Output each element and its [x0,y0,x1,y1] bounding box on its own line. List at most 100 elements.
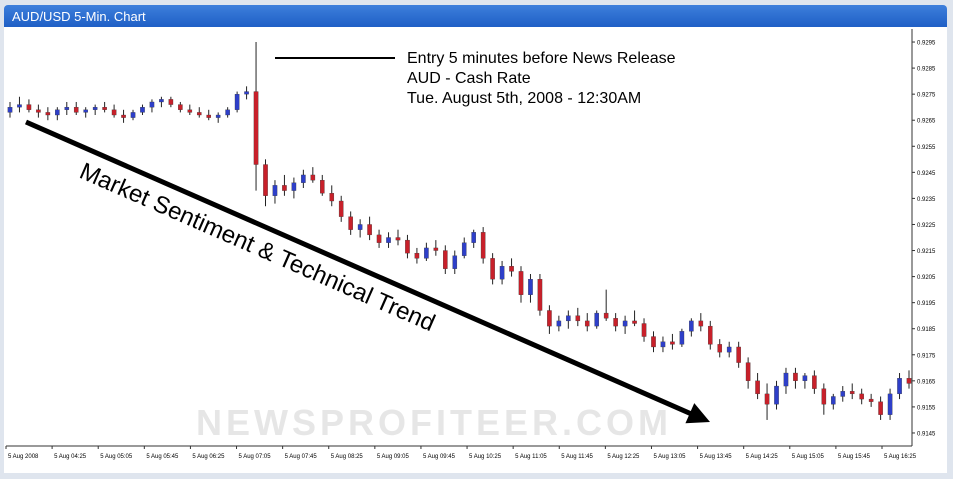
x-tick-label: 5 Aug 09:05 [377,454,410,460]
candle [45,107,51,121]
candle-body [859,393,864,400]
x-tick-label: 5 Aug 11:05 [515,454,547,460]
y-tick-label: 0.9195 [917,301,936,307]
candle [92,104,98,116]
candle [764,383,770,420]
candle [310,167,316,183]
candle [443,245,448,274]
axes-layer: 0.9295 0.9285 0.9275 0.9265 0.9255 0.9245 0.92… [5,29,936,460]
candle [480,227,486,264]
candle [225,107,230,118]
x-tick-label: 5 Aug 12:25 [607,454,640,460]
candle [707,320,713,350]
candle-body [414,252,420,259]
candle-body [244,91,249,95]
candle-body [840,391,846,397]
candle-body [338,200,344,217]
y-tick-label: 0.9165 [917,379,936,385]
candle [793,367,798,389]
candle-body [263,164,268,196]
candle-body [130,112,136,118]
x-tick-label: 5 Aug 07:45 [285,454,318,460]
candle [594,310,599,329]
window-titlebar[interactable]: AUD/USD 5-Min. Chart [4,5,947,27]
trend-arrow-line [24,119,698,419]
y-tick-label: 0.9245 [917,171,936,177]
y-tick-label: 0.9295 [917,41,936,47]
candle [291,177,297,199]
candle [802,373,808,389]
candle [613,313,618,332]
candle [111,104,117,118]
candle [518,266,524,303]
candle [244,86,249,100]
candle-body [272,185,278,196]
candle-body [878,401,883,415]
candle-body [707,325,713,345]
candle [140,104,145,116]
candle-body [641,323,647,337]
candle-body [215,114,221,118]
candle [272,180,278,204]
candle-body [282,185,287,191]
candle [452,250,458,274]
candle-body [159,99,164,103]
candle [670,333,675,350]
candle [471,229,476,248]
candle-body [793,372,798,381]
candle-body [755,380,760,395]
candle-body [73,107,79,113]
candle-body [395,237,401,241]
candle [717,339,723,358]
candle-body [622,320,628,327]
annotation-line: Entry 5 minutes before News Release [407,50,676,67]
candle [632,310,637,327]
candle-body [102,107,107,110]
candle-body [17,104,22,108]
x-tick-label: 5 Aug 15:45 [838,454,871,460]
candle-body [471,232,476,243]
candle [348,211,353,235]
candle [499,260,505,285]
candle-body [736,346,741,363]
candle-body [26,104,32,110]
y-tick-label: 0.9155 [917,405,936,411]
candle-body [386,237,391,243]
candle [263,159,268,207]
candle-body [225,109,230,116]
x-tick-label: 5 Aug 13:05 [653,454,686,460]
candle [622,315,628,334]
candle-body [679,331,685,345]
candle-body [111,109,117,116]
candle [698,313,704,332]
candle [424,242,429,261]
x-tick-label: 5 Aug 05:05 [100,454,133,460]
candle-body [745,362,751,381]
candle [812,370,817,394]
candle-body [178,104,183,110]
y-tick-label: 0.9185 [917,327,936,333]
candle [575,307,581,327]
candle-body [802,375,808,381]
candle [17,96,22,113]
candle [849,383,855,400]
candle [726,341,732,358]
candle [405,234,410,259]
x-tick-label: 5 Aug 11:45 [561,454,593,460]
x-tick-label: 5 Aug 15:05 [792,454,825,460]
candle [868,393,874,407]
candle-body [764,393,770,405]
candle-body [726,346,732,353]
candle-body [187,109,193,113]
candle [566,310,571,329]
candle [367,216,372,241]
candle [831,393,836,410]
candle-body [424,247,429,259]
candle [783,367,789,394]
candle [301,169,306,188]
candle-body [660,341,666,348]
candle-body [36,109,41,113]
candle-body [452,255,458,269]
candle-body [584,320,590,327]
